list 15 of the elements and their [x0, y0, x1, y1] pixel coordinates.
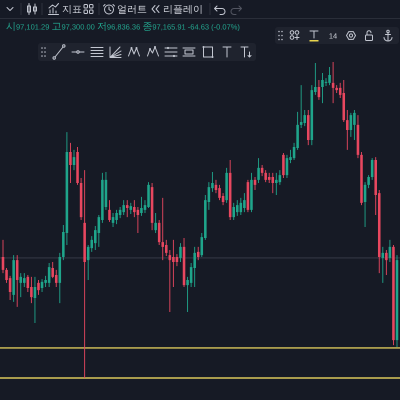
- candlestick: [382, 246, 384, 283]
- candlestick: [108, 200, 111, 222]
- candlestick: [346, 110, 349, 150]
- candlestick: [332, 62, 334, 104]
- text: 얼러트: [117, 4, 147, 16]
- candlestick: [34, 276, 36, 324]
- candlestick: [179, 243, 182, 262]
- text: 지표: [62, 4, 82, 16]
- text: 리플레이: [163, 4, 203, 16]
- candlestick: [321, 73, 324, 104]
- candlestick: [83, 170, 86, 378]
- candlestick: [72, 150, 76, 170]
- candlestick: [254, 177, 256, 190]
- candlestick: [275, 172, 278, 196]
- candlestick: [37, 280, 40, 295]
